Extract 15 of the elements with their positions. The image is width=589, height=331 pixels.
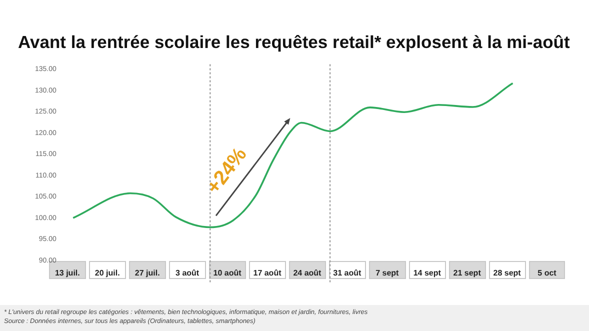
x-tick-label: 5 oct <box>538 268 557 278</box>
x-tick-label: 27 juil. <box>134 268 160 278</box>
x-tick-label: 24 août <box>293 268 322 278</box>
line-series <box>72 82 514 228</box>
x-tick-label: 3 août <box>176 268 200 278</box>
x-tick-label: 21 sept <box>453 268 482 278</box>
x-tick-label: 14 sept <box>413 268 442 278</box>
chart-title: Avant la rentrée scolaire les requêtes retail* explosent à la mi-août <box>18 32 570 53</box>
x-tick-label: 17 août <box>253 268 282 278</box>
x-tick-label: 7 sept <box>376 268 400 278</box>
x-tick-label: 20 juil. <box>94 268 120 278</box>
x-tick-label: 28 sept <box>493 268 522 278</box>
x-tick-label: 31 août <box>333 268 362 278</box>
x-tick-label: 10 août <box>213 268 242 278</box>
x-tick-label: 13 juil. <box>54 268 80 278</box>
